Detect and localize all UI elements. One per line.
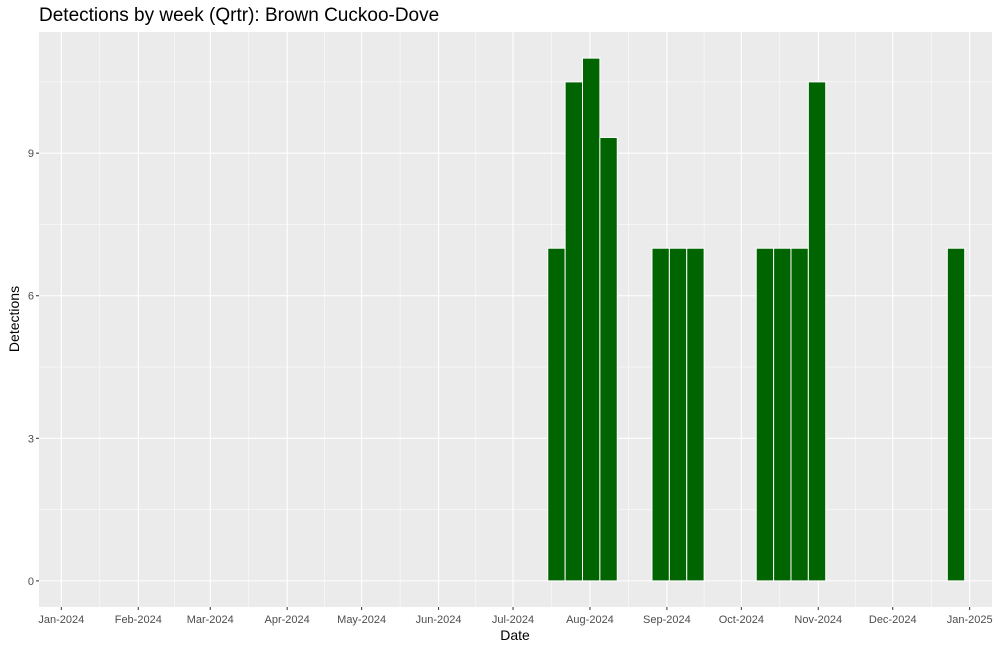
bar [790,247,809,582]
bar [773,247,792,582]
bar [547,247,566,582]
bar [668,247,688,582]
plot-panel [39,32,992,607]
y-tick-label: 3 [28,433,34,445]
x-tick-label: Aug-2024 [566,614,614,626]
x-tick-label: Jul-2024 [492,614,534,626]
y-axis: 0 3 6 9 [28,148,39,588]
x-axis-title: Date [500,627,530,643]
y-tick-label: 0 [28,576,34,588]
bar [651,247,670,582]
y-tick-label: 9 [28,148,34,160]
minor-gridlines [39,32,992,607]
bar [564,81,584,582]
bar [599,136,618,582]
bar [946,247,966,582]
x-tick-label: Mar-2024 [187,614,234,626]
x-tick-label: Nov-2024 [794,614,842,626]
bar [582,57,601,582]
x-tick-label: Jun-2024 [416,614,462,626]
x-tick-label: Apr-2024 [265,614,310,626]
x-tick-label: Jan-2025 [947,614,993,626]
x-tick-label: Dec-2024 [869,614,917,626]
x-tick-label: Oct-2024 [719,614,764,626]
chart-title: Detections by week (Qrtr): Brown Cuckoo-… [39,5,439,26]
bars [547,57,966,582]
bar [755,247,775,582]
x-axis: Jan-2024 Feb-2024 Mar-2024 Apr-2024 May-2024… [38,607,993,626]
bar [807,81,827,582]
x-tick-label: Sep-2024 [643,614,691,626]
bar [686,247,705,582]
x-tick-label: Feb-2024 [115,614,162,626]
y-tick-label: 6 [28,291,34,303]
x-tick-label: Jan-2024 [38,614,84,626]
x-tick-label: May-2024 [337,614,386,626]
y-axis-title: Detections [6,286,22,352]
